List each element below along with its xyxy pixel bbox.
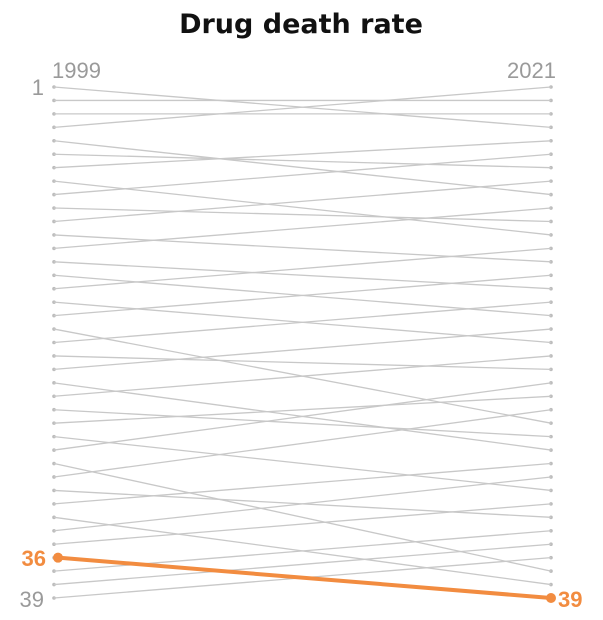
series-line-7 — [53, 140, 552, 169]
highlight-label-start: 36 — [22, 546, 46, 571]
series-line-28 — [53, 382, 552, 451]
series-line-24 — [53, 355, 552, 397]
rank-dot-2021 — [549, 448, 553, 452]
series-line-5 — [53, 140, 552, 196]
rank-dot-2021 — [549, 367, 553, 372]
highlight-label-end: 39 — [558, 587, 582, 612]
series-line-13 — [53, 207, 552, 250]
series-line-25 — [53, 409, 552, 438]
series-line-21 — [53, 355, 552, 371]
series-lines — [53, 86, 552, 599]
series-line-6 — [53, 153, 552, 169]
series-line-29 — [53, 462, 552, 572]
series-line-34 — [53, 476, 552, 532]
x-label-end: 2021 — [507, 58, 556, 83]
series-line-16 — [53, 247, 552, 290]
series-line-4 — [53, 86, 552, 128]
rank-label-top: 1 — [32, 75, 44, 100]
highlight-series — [53, 552, 556, 603]
rank-dot-2021 — [549, 313, 553, 318]
rank-dot-1999 — [52, 394, 56, 399]
series-line-11 — [53, 180, 552, 223]
series-line-12 — [53, 234, 552, 263]
rank-dot-2021 — [549, 286, 553, 291]
series-line-8 — [53, 180, 552, 236]
rank-dot-1999 — [52, 448, 56, 452]
x-label-start: 1999 — [52, 58, 101, 83]
series-line-27 — [53, 435, 552, 492]
rank-dot-1999 — [52, 367, 56, 372]
series-line-26 — [53, 395, 552, 424]
series-line-37 — [53, 543, 552, 586]
highlight-dot-start — [53, 552, 63, 563]
series-line-9 — [53, 153, 552, 196]
series-line-32 — [53, 462, 552, 505]
series-line-35 — [53, 503, 552, 545]
series-line-30 — [53, 409, 552, 478]
chart-title: Drug death rate — [179, 9, 423, 40]
rank-dot-1999 — [52, 286, 56, 291]
series-line-22 — [53, 328, 552, 371]
rank-dot-1999 — [52, 313, 56, 318]
series-line-14 — [53, 261, 552, 290]
highlight-dot-end — [546, 593, 556, 603]
rank-dot-2021 — [549, 488, 553, 493]
highlight-line — [56, 555, 553, 600]
series-line-18 — [53, 274, 552, 317]
rank-label-bottom-left: 39 — [20, 587, 44, 612]
series-line-10 — [53, 207, 552, 223]
series-line-20 — [53, 301, 552, 344]
